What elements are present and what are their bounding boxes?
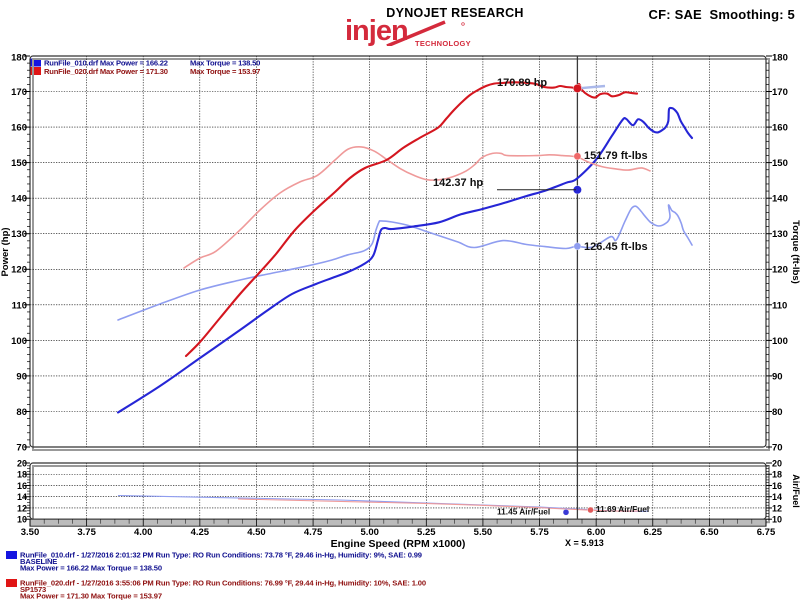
svg-text:142.37 hp: 142.37 hp	[433, 177, 483, 189]
svg-text:126.45 ft-lbs: 126.45 ft-lbs	[584, 241, 648, 253]
svg-text:170.89 hp: 170.89 hp	[497, 77, 547, 89]
svg-text:151.79 ft-lbs: 151.79 ft-lbs	[584, 150, 648, 162]
